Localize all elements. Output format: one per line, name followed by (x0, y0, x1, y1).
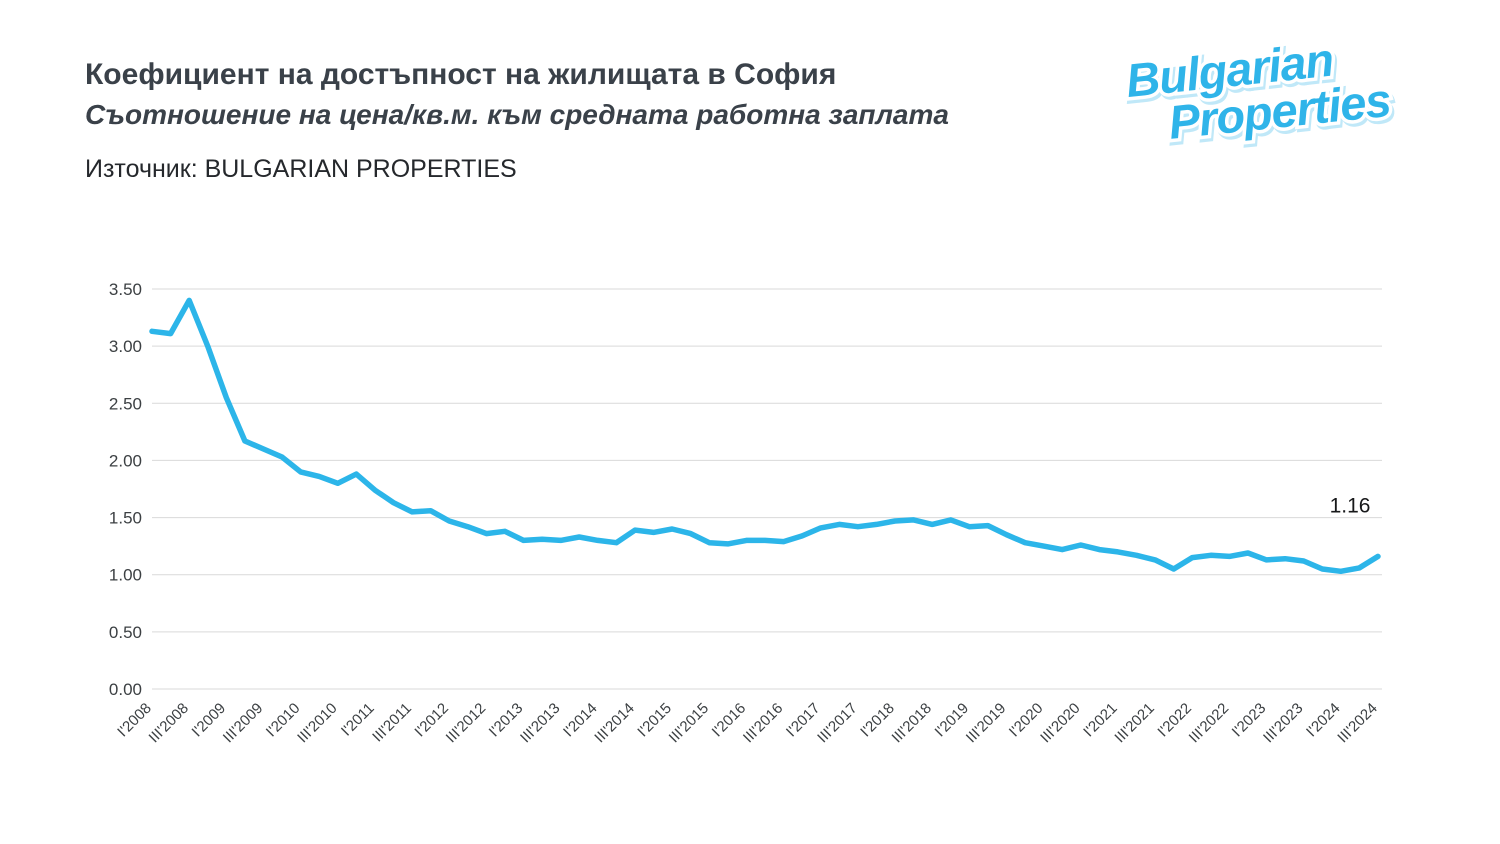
x-tick-label: III'2015 (666, 700, 712, 746)
x-tick-label: III'2012 (443, 700, 489, 746)
x-tick-label: III'2020 (1037, 700, 1083, 746)
x-tick-label: III'2014 (591, 700, 637, 746)
y-tick-label: 3.00 (109, 337, 142, 356)
x-tick-label: III'2013 (517, 700, 563, 746)
x-tick-label: III'2010 (294, 700, 340, 746)
y-tick-label: 0.50 (109, 623, 142, 642)
last-value-label: 1.16 (1330, 494, 1371, 517)
x-tick-label: III'2023 (1260, 700, 1306, 746)
y-tick-label: 2.50 (109, 394, 142, 413)
x-tick-label: III'2021 (1111, 700, 1157, 746)
x-tick-label: III'2019 (963, 700, 1009, 746)
x-tick-label: III'2009 (220, 700, 266, 746)
series-line (149, 297, 1381, 575)
chart-title: Коефициент на достъпност на жилищата в С… (85, 58, 837, 91)
brand-logo-text-group: Bulgarian Properties (1122, 36, 1396, 146)
x-tick-label: III'2008 (146, 700, 192, 746)
x-tick-label: III'2016 (740, 700, 786, 746)
x-tick-label: III'2011 (369, 700, 415, 746)
source-label: Източник: BULGARIAN PROPERTIES (85, 155, 517, 183)
y-tick-label: 2.00 (109, 451, 142, 470)
brand-logo: Bulgarian Properties (1122, 36, 1396, 146)
x-tick-label: III'2017 (814, 700, 860, 746)
chart-subtitle: Съотношение на цена/кв.м. към средната р… (85, 99, 949, 130)
y-tick-label: 1.00 (109, 566, 142, 585)
y-tick-label: 1.50 (109, 509, 142, 528)
x-tick-label: III'2022 (1186, 700, 1232, 746)
y-tick-label: 0.00 (109, 680, 142, 699)
x-tick-label: III'2024 (1334, 700, 1380, 746)
x-tick-label: III'2018 (889, 700, 935, 746)
y-tick-label: 3.50 (109, 280, 142, 299)
